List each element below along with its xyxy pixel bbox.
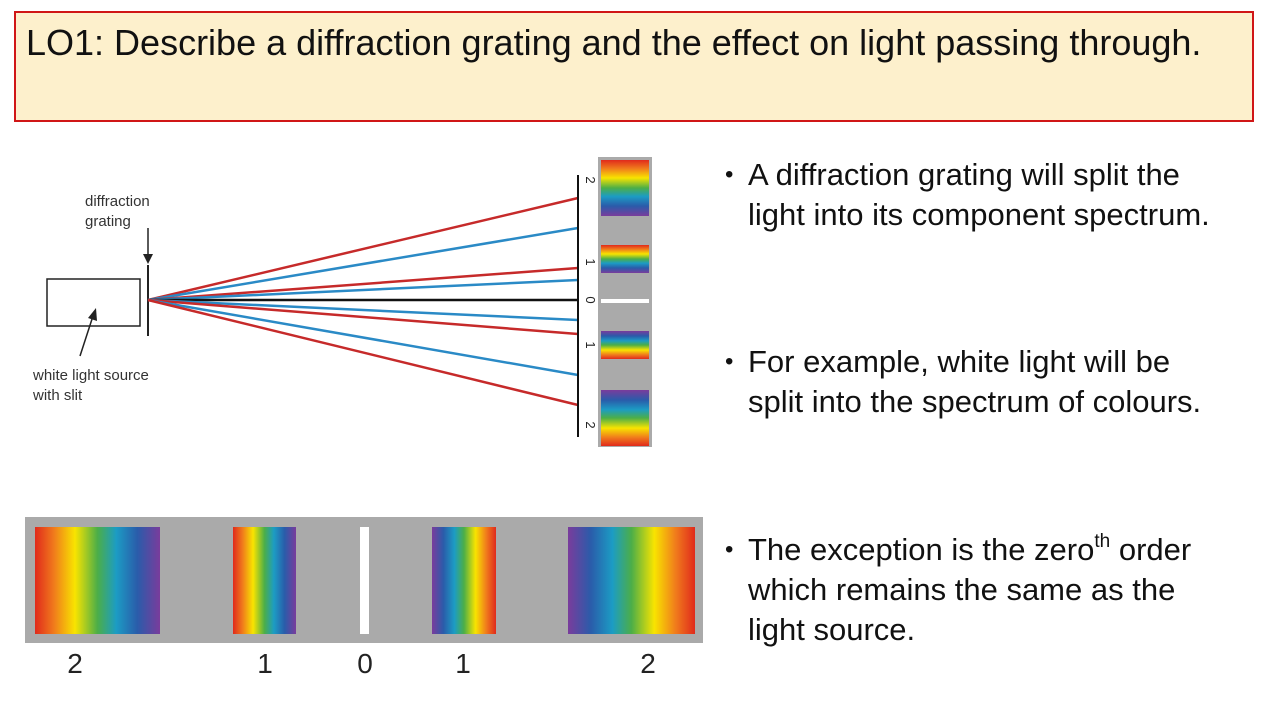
order-label: 0 (583, 296, 598, 303)
setup (25, 157, 703, 643)
strip-order: 1 (257, 648, 273, 679)
order-label: 1 (583, 341, 598, 348)
source-label: white light source (32, 367, 149, 384)
bullet-text: A diffraction grating will split the lig… (748, 157, 1210, 232)
grating-label: diffraction (85, 193, 150, 210)
strip-order: 1 (455, 648, 471, 679)
strip-order: 0 (357, 648, 373, 679)
strip-order: 2 (640, 648, 656, 679)
bullet-text: order which remains the same as the ligh… (748, 532, 1192, 647)
source-label: with slit (32, 387, 83, 404)
title-box: LO1: Describe a diffraction grating and … (14, 11, 1254, 122)
order-label: 1 (583, 258, 598, 265)
superscript: th (1094, 531, 1111, 552)
grating-label: grating (85, 213, 131, 230)
title: LO1: Describe a diffraction grating and … (26, 22, 1202, 63)
bullet: • For example, white light will be split … (725, 342, 1215, 422)
bullet-text: For example, white light will be split i… (748, 344, 1202, 419)
order-label: 2 (583, 176, 598, 183)
bullet: • The exception is the zeroth order which… (725, 531, 1192, 647)
bullet: • A diffraction grating will split the li… (725, 155, 1215, 235)
order-label: 2 (583, 421, 598, 428)
bullet-text: The exception is the zero (748, 532, 1095, 567)
strip-order: 2 (67, 648, 83, 679)
